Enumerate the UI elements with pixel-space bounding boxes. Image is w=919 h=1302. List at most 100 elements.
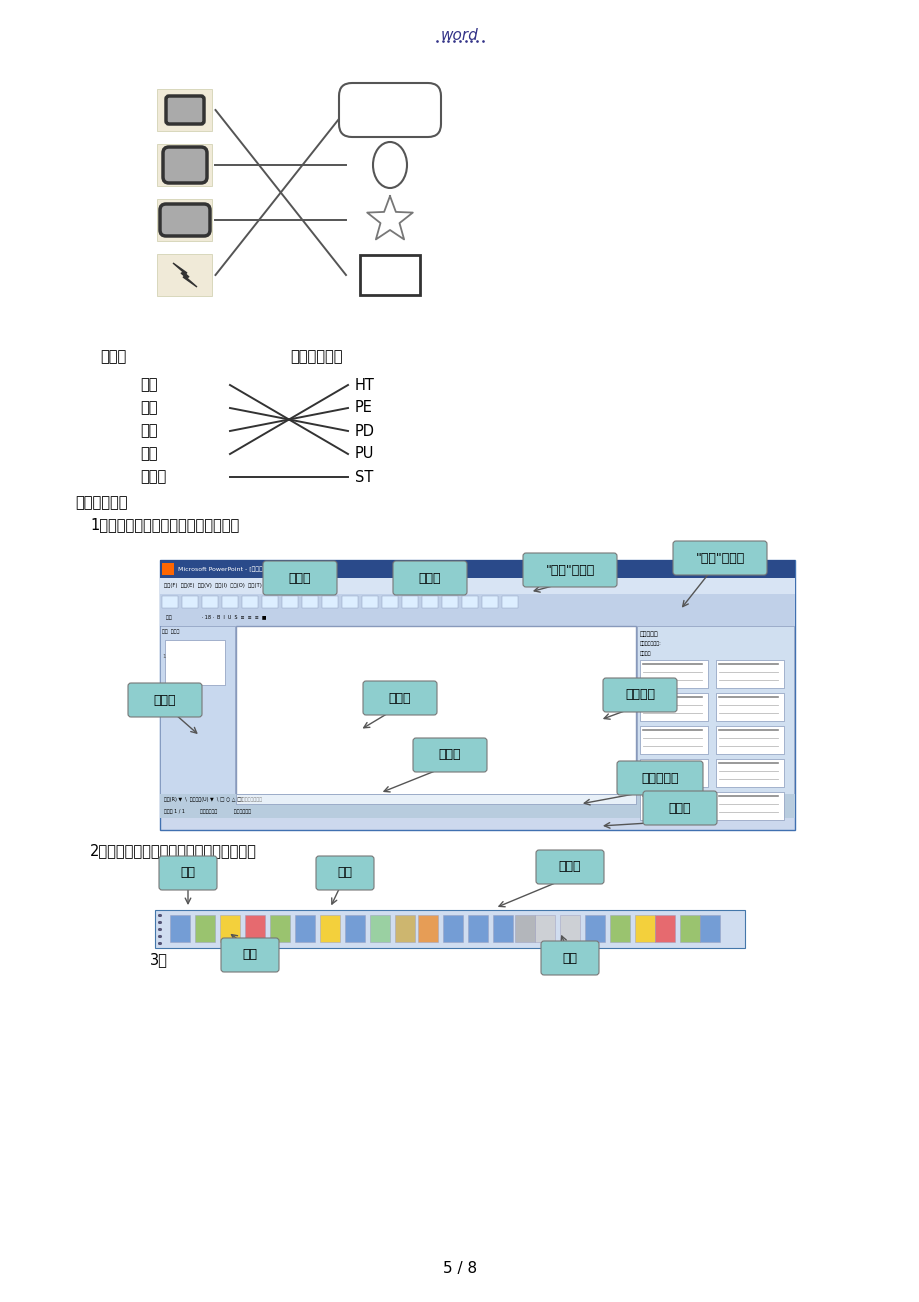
Bar: [502, 596, 517, 608]
Bar: [345, 915, 365, 943]
FancyBboxPatch shape: [522, 553, 617, 587]
Text: 大纲  幻灯片: 大纲 幻灯片: [162, 629, 179, 634]
Text: Microsoft PowerPoint - [演示文稿1]: Microsoft PowerPoint - [演示文稿1]: [177, 566, 273, 572]
Bar: [369, 915, 390, 943]
Text: PD: PD: [355, 423, 375, 439]
Bar: [640, 693, 708, 721]
Bar: [160, 794, 794, 806]
Bar: [157, 254, 212, 296]
Bar: [160, 594, 794, 611]
Bar: [417, 915, 437, 943]
Text: 2、请填写如下图中各个工具按钮的名称？: 2、请填写如下图中各个工具按钮的名称？: [90, 844, 256, 858]
Text: 抬笔: 抬笔: [140, 378, 157, 392]
Text: 工作区: 工作区: [389, 691, 411, 704]
Bar: [162, 596, 177, 608]
Bar: [640, 660, 708, 687]
Bar: [441, 596, 458, 608]
Text: 文件(F)  编辑(E)  视图(V)  插入(I)  格式(O)  工具(T)  幻灯片放映(D)  窗口(W)  帮助(H): 文件(F) 编辑(E) 视图(V) 插入(I) 格式(O) 工具(T) 幻灯片放…: [164, 583, 325, 589]
Bar: [301, 596, 318, 608]
Bar: [715, 727, 783, 754]
Text: 新建: 新建: [180, 867, 196, 879]
Text: 任务窗格: 任务窗格: [624, 689, 654, 702]
Ellipse shape: [372, 142, 406, 187]
Bar: [236, 794, 635, 805]
FancyBboxPatch shape: [392, 561, 467, 595]
Bar: [154, 910, 744, 948]
Bar: [482, 596, 497, 608]
Text: 幻灯片版式: 幻灯片版式: [640, 631, 658, 637]
FancyBboxPatch shape: [263, 561, 336, 595]
Bar: [402, 596, 417, 608]
Text: 5 / 8: 5 / 8: [442, 1260, 477, 1276]
Bar: [468, 915, 487, 943]
Bar: [244, 915, 265, 943]
Bar: [715, 759, 783, 786]
FancyBboxPatch shape: [536, 850, 604, 884]
Bar: [160, 806, 794, 818]
Bar: [634, 915, 654, 943]
Bar: [654, 915, 675, 943]
Bar: [359, 255, 420, 296]
Bar: [282, 596, 298, 608]
Text: 文字版式: 文字版式: [640, 651, 651, 655]
FancyBboxPatch shape: [338, 83, 440, 137]
FancyBboxPatch shape: [160, 204, 210, 236]
Bar: [269, 915, 289, 943]
FancyBboxPatch shape: [602, 678, 676, 712]
Bar: [609, 915, 630, 943]
Bar: [515, 915, 535, 943]
Bar: [320, 915, 340, 943]
Bar: [381, 596, 398, 608]
Bar: [715, 693, 783, 721]
Bar: [262, 596, 278, 608]
Text: 备注区: 备注区: [438, 749, 460, 762]
Bar: [640, 759, 708, 786]
FancyBboxPatch shape: [413, 738, 486, 772]
Text: PE: PE: [355, 401, 372, 415]
FancyBboxPatch shape: [315, 855, 374, 891]
Bar: [160, 578, 794, 594]
Text: 格式刷: 格式刷: [558, 861, 581, 874]
Text: 保存: 保存: [243, 948, 257, 961]
Bar: [236, 626, 635, 806]
Text: 状态栏: 状态栏: [668, 802, 690, 815]
Bar: [220, 915, 240, 943]
Text: "常用"工具栏: "常用"工具栏: [545, 564, 594, 577]
Text: 应用幻灯片版式:: 应用幻灯片版式:: [640, 642, 661, 647]
Bar: [394, 915, 414, 943]
Bar: [160, 611, 794, 626]
FancyBboxPatch shape: [165, 96, 204, 124]
FancyBboxPatch shape: [128, 684, 202, 717]
Text: 3、: 3、: [150, 953, 167, 967]
Bar: [295, 915, 314, 943]
Text: 撤销: 撤销: [562, 952, 577, 965]
Text: 橡皮擦: 橡皮擦: [140, 470, 166, 484]
Text: 命令名: 命令名: [100, 349, 126, 365]
Bar: [202, 596, 218, 608]
Bar: [640, 792, 708, 820]
Bar: [679, 915, 699, 943]
Bar: [165, 641, 225, 685]
Text: PU: PU: [355, 447, 374, 461]
FancyBboxPatch shape: [221, 937, 278, 973]
Text: HT: HT: [355, 378, 374, 392]
Text: 1、请填写如下图中窗口各局部名称。: 1、请填写如下图中窗口各局部名称。: [90, 517, 239, 533]
Bar: [221, 596, 238, 608]
Text: 藏龟: 藏龟: [140, 447, 157, 461]
Bar: [461, 596, 478, 608]
Bar: [342, 596, 357, 608]
Bar: [160, 626, 234, 806]
Bar: [322, 596, 337, 608]
Text: 绘图(R) ▼  \  自选图形(U) ▼  \ □ ○ △ □: 绘图(R) ▼ \ 自选图形(U) ▼ \ □ ○ △ □: [164, 798, 242, 802]
Bar: [195, 915, 215, 943]
Bar: [170, 915, 190, 943]
Text: 单击此处添加备注: 单击此处添加备注: [240, 797, 263, 802]
Text: 深圳                    · 18 ·  B  I  U  S  ≡  ≡  ≡  ■: 深圳 · 18 · B I U S ≡ ≡ ≡ ■: [165, 616, 267, 621]
Bar: [443, 915, 462, 943]
FancyBboxPatch shape: [617, 760, 702, 796]
Text: 大纲区: 大纲区: [153, 694, 176, 707]
Text: 打印: 打印: [337, 867, 352, 879]
FancyBboxPatch shape: [159, 855, 217, 891]
Text: "格式"工具栏: "格式"工具栏: [695, 552, 743, 565]
FancyBboxPatch shape: [363, 681, 437, 715]
